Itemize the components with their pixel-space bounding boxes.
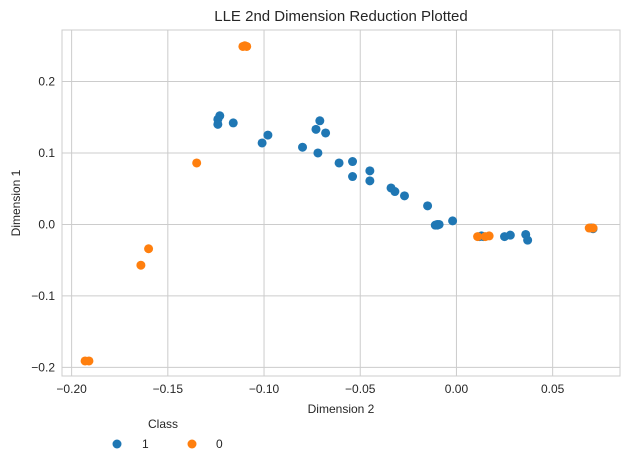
y-tick-label: −0.1 [31,289,55,303]
x-axis-label: Dimension 2 [308,402,375,416]
x-tick-label: −0.05 [345,382,376,396]
x-tick-labels: −0.20 −0.15 −0.10 −0.05 0.00 0.05 [56,382,564,396]
x-tick-label: −0.10 [249,382,280,396]
scatter-point-class-1 [523,235,533,245]
y-tick-label: 0.0 [38,217,55,231]
scatter-point-class-0 [144,244,154,254]
scatter-point-class-0 [136,260,146,270]
scatter-point-class-0 [588,223,598,233]
scatter-point-class-1 [257,138,267,148]
chart-title: LLE 2nd Dimension Reduction Plotted [214,8,468,25]
legend-label-class-1: 1 [142,437,149,451]
y-tick-labels: −0.2 −0.1 0.0 0.1 0.2 [31,74,55,374]
legend-title: Class [148,417,178,431]
scatter-point-class-1 [263,130,273,140]
y-tick-label: 0.2 [38,74,55,88]
scatter-point-class-1 [399,191,409,201]
scatter-point-class-0 [240,41,250,51]
scatter-point-class-1 [430,220,440,230]
data-points [80,41,598,366]
scatter-point-class-1 [348,157,358,167]
scatter-point-class-1 [228,118,238,128]
plot-area [61,29,621,377]
x-tick-label: −0.15 [153,382,184,396]
grid [62,30,620,376]
scatter-point-class-0 [473,232,483,242]
scatter-point-class-1 [365,166,375,176]
y-tick-label: −0.2 [31,360,55,374]
x-tick-label: 0.05 [541,382,565,396]
scatter-point-class-1 [348,172,358,182]
scatter-point-class-0 [84,356,94,366]
scatter-point-class-0 [192,158,202,168]
x-tick-label: 0.00 [445,382,469,396]
scatter-point-class-1 [311,124,321,134]
scatter-point-class-1 [213,119,223,129]
scatter-point-class-1 [390,187,400,197]
scatter-point-class-1 [313,148,323,158]
scatter-point-class-1 [448,216,458,226]
legend-marker-class-1 [112,439,122,449]
legend: Class 1 0 [112,417,223,451]
scatter-point-class-1 [365,176,375,186]
scatter-point-class-1 [315,116,325,126]
scatter-point-class-1 [505,230,515,240]
legend-label-class-0: 0 [216,437,223,451]
scatter-point-class-0 [484,231,494,241]
y-axis-label: Dimension 1 [9,169,23,236]
scatter-point-class-1 [423,201,433,211]
y-tick-label: 0.1 [38,146,55,160]
scatter-point-class-1 [298,142,308,152]
scatter-point-class-1 [334,158,344,168]
legend-marker-class-0 [187,439,197,449]
scatter-point-class-1 [321,128,331,138]
x-tick-label: −0.20 [56,382,87,396]
